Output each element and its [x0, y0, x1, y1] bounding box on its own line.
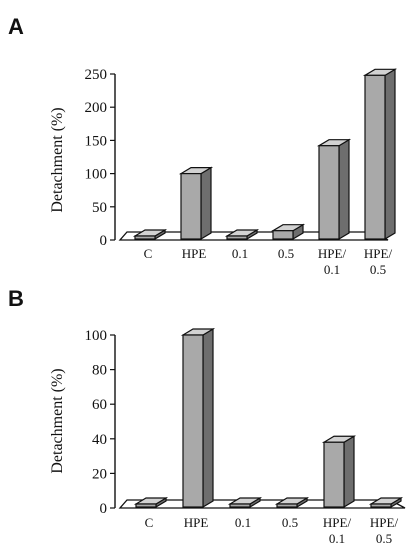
panel-a-bar-front — [134, 235, 156, 240]
panel-a-bar — [270, 223, 306, 241]
panel-b-category-label-line2: 0.1 — [329, 531, 345, 546]
panel-a: A Detachment (%) 0 50 100 150 200 250 C HPE 0.1 0… — [8, 14, 398, 277]
panel-a-bar-front — [226, 235, 248, 240]
panel-b-bar — [274, 496, 310, 509]
panel-a-letter: A — [8, 14, 24, 39]
panel-b-y-tick-label: 60 — [92, 397, 107, 413]
panel-a-bar — [362, 68, 398, 241]
panel-b-category-label: HPE/ — [370, 515, 399, 530]
panel-b-bar-front — [182, 334, 204, 508]
panel-b-y-tick-label: 20 — [92, 466, 107, 482]
panel-a-bar-front — [180, 173, 202, 240]
panel-a-bar — [178, 166, 214, 241]
panel-b-bar — [321, 435, 357, 509]
panel-a-category-label-line2: 0.1 — [324, 262, 340, 277]
panel-b-bar — [368, 496, 404, 509]
panel-a-category-label: HPE/ — [364, 246, 393, 261]
panel-a-bar-front — [272, 230, 294, 240]
panel-b-category-label: 0.5 — [282, 515, 298, 530]
panel-a-category-label-line2: 0.5 — [370, 262, 386, 277]
panel-b-category-label-line2: 0.5 — [376, 531, 392, 546]
panel-b-bar-front — [276, 503, 298, 508]
panel-b-letter: B — [8, 286, 24, 311]
panel-b-bar — [180, 327, 216, 509]
panel-a-bar-side — [384, 68, 396, 241]
panel-a-category-label: C — [144, 246, 153, 261]
panel-b-y-tick-label: 40 — [92, 432, 107, 448]
panel-b-bar-front — [370, 503, 392, 508]
panel-a-bar-front — [318, 145, 340, 240]
panel-b-y-tick-label: 100 — [85, 328, 108, 344]
panel-b-bar — [227, 496, 263, 509]
panel-a-bar-side — [338, 138, 350, 241]
panel-a-y-tick-label: 50 — [92, 200, 107, 216]
panel-b-bar-front — [323, 441, 345, 508]
panel-b-y-tick-label: 80 — [92, 363, 107, 379]
panel-b-bar-side — [343, 435, 355, 509]
panel-a-y-axis-label: Detachment (%) — [49, 107, 66, 212]
panel-a-category-label: 0.5 — [278, 246, 294, 261]
panel-b-category-label: C — [145, 515, 154, 530]
panel-a-category-label: HPE/ — [318, 246, 347, 261]
panel-b-category-label: 0.1 — [235, 515, 251, 530]
panel-a-bar-side — [200, 166, 212, 241]
panel-a-category-label: 0.1 — [232, 246, 248, 261]
panel-a-y-tick-label: 150 — [85, 133, 108, 149]
panel-a-y-tick-label: 0 — [100, 233, 108, 249]
panel-b-bar-front — [229, 503, 251, 508]
panel-b-bar — [133, 496, 169, 509]
panel-b-category-label: HPE/ — [323, 515, 352, 530]
panel-a-bar — [132, 228, 168, 241]
panel-b-bar-side — [202, 327, 214, 509]
panel-b-bar-front — [135, 503, 157, 508]
panel-b-category-label: HPE — [184, 515, 209, 530]
panel-a-bar — [316, 138, 352, 241]
panel-b-y-axis-label: Detachment (%) — [49, 368, 66, 473]
panel-a-bar — [224, 228, 260, 241]
panel-a-y-tick-label: 250 — [85, 67, 108, 83]
panel-a-bar-front — [364, 74, 386, 240]
panel-a-y-tick-label: 100 — [85, 167, 108, 183]
panel-a-y-tick-label: 200 — [85, 100, 108, 116]
panel-a-category-label: HPE — [182, 246, 207, 261]
panel-b-y-tick-label: 0 — [100, 501, 108, 517]
